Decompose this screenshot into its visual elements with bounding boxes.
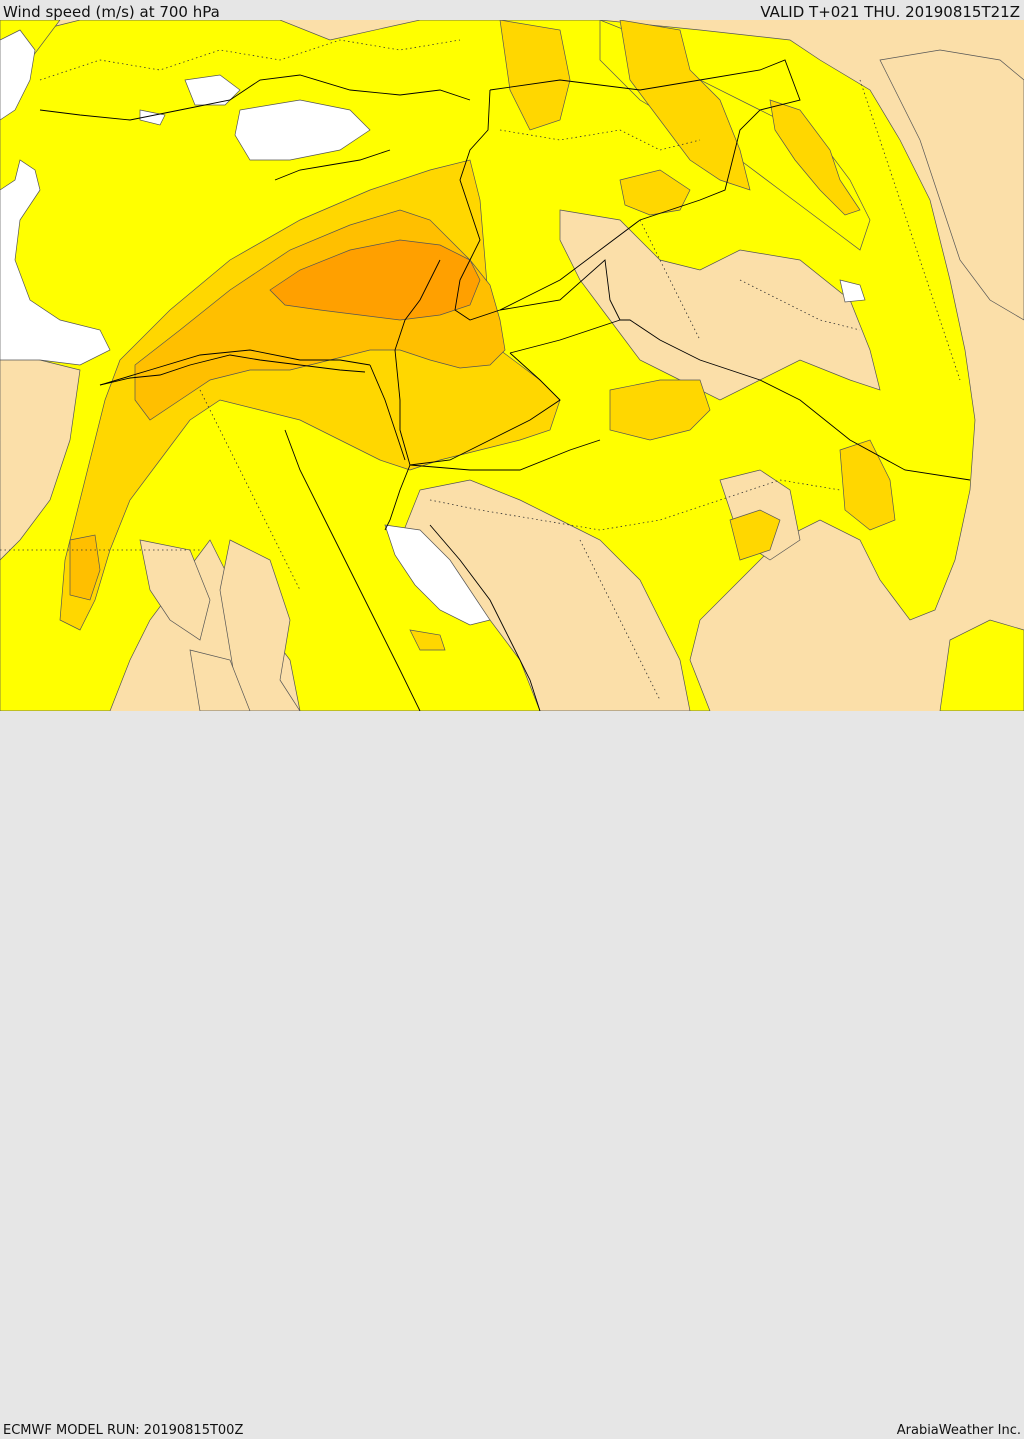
country-borders xyxy=(99,59,971,481)
cyprus-gap-water xyxy=(234,99,371,161)
red-sea-water xyxy=(384,524,491,626)
admin-borders xyxy=(0,39,961,701)
water-bodies xyxy=(0,29,866,626)
wind-speed-map xyxy=(0,20,1024,711)
coastlines xyxy=(39,74,541,711)
footer-bar: ECMWF MODEL RUN: 20190815T00Z ArabiaWeat… xyxy=(0,711,1024,1438)
map-title: Wind speed (m/s) at 700 hPa xyxy=(3,3,220,21)
header-bar: Wind speed (m/s) at 700 hPa VALID T+021 … xyxy=(0,0,1024,21)
credit-label: ArabiaWeather Inc. xyxy=(896,1423,1021,1438)
turkey-coast-water xyxy=(184,74,241,106)
gulf-water xyxy=(839,279,866,303)
aegean-water xyxy=(0,29,36,121)
contour-orange xyxy=(269,239,481,321)
mediterranean-water xyxy=(0,159,111,366)
model-run-label: ECMWF MODEL RUN: 20190815T00Z xyxy=(3,1423,244,1438)
valid-time-label: VALID T+021 THU. 20190815T21Z xyxy=(760,3,1020,21)
